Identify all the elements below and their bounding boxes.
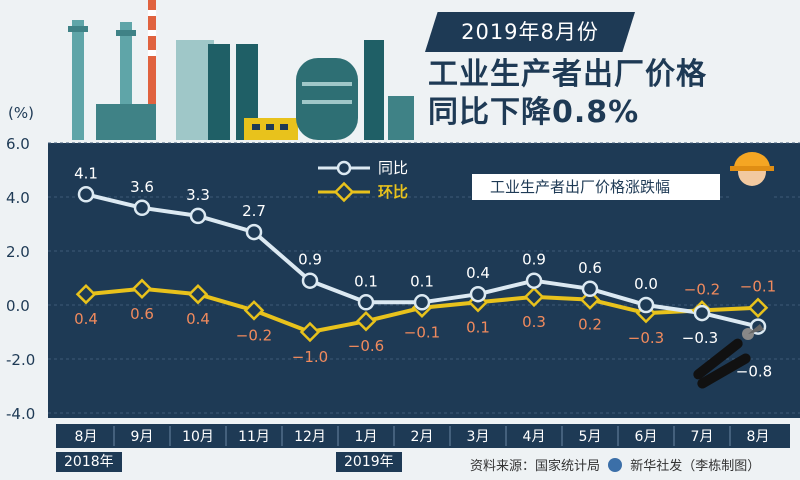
- data-label-mom: 0.4: [74, 310, 98, 328]
- data-label-mom: −1.0: [292, 348, 328, 366]
- legend-label-yoy: 同比: [378, 159, 408, 177]
- legend-marker-yoy: [336, 160, 352, 176]
- y-tick-label: 6.0: [6, 135, 30, 153]
- x-tick-label: 4月: [523, 429, 546, 445]
- x-tick-label: 9月: [131, 429, 154, 445]
- source-text: 资料来源：国家统计局: [470, 459, 601, 474]
- data-label-mom: −0.2: [684, 280, 720, 298]
- data-label-yoy: 4.1: [74, 164, 98, 182]
- data-point-yoy: [133, 199, 151, 217]
- y-axis-unit: (%): [8, 104, 34, 122]
- series-group: 0.4 0.6 0.4 −0.2 −1.0 −0.6 −0.1 0.1 0.3 0.2 −0.3 −0…: [74, 164, 776, 380]
- data-label-yoy: −0.3: [682, 329, 718, 347]
- x-tick-label: 8月: [75, 429, 98, 445]
- data-point-yoy: [357, 294, 375, 311]
- data-point-mom: [299, 321, 321, 343]
- x-axis: 8月 9月 10月 11月 12月 1月 2月 3月 4月 5月 6月 7月 8月: [75, 426, 770, 446]
- data-point-yoy: [301, 272, 319, 289]
- data-label-mom: −0.2: [236, 326, 272, 344]
- legend-label-mom: 环比: [378, 183, 408, 201]
- data-point-mom: [747, 297, 769, 318]
- y-tick-label: 2.0: [6, 243, 30, 261]
- data-point-yoy: [581, 280, 599, 298]
- x-tick-label: 7月: [691, 429, 714, 445]
- data-label-yoy: 3.6: [130, 178, 154, 196]
- data-label-mom: −0.1: [740, 278, 776, 296]
- data-label-yoy: 0.0: [634, 275, 658, 293]
- data-label-yoy: 3.3: [186, 186, 210, 204]
- y-tick-label: 4.0: [6, 189, 30, 207]
- data-point-yoy: [413, 294, 431, 311]
- data-point-mom: [355, 310, 377, 332]
- source-line: 资料来源：国家统计局 新华社发（李栋制图）: [470, 455, 760, 474]
- pliers-illustration: [693, 324, 764, 389]
- data-point-mom: [131, 278, 153, 300]
- data-point-yoy: [469, 285, 487, 303]
- data-label-yoy: 0.4: [466, 264, 490, 282]
- x-axis-strip: [56, 424, 790, 448]
- data-point-yoy: [693, 304, 711, 322]
- data-label-mom: 0.4: [186, 310, 210, 328]
- header-title-line2: 同比下降0.8%: [428, 95, 640, 130]
- chart-title: 工业生产者出厂价格涨跌幅: [490, 178, 670, 196]
- credit-text: 新华社发（李栋制图）: [630, 459, 761, 474]
- x-tick-label: 12月: [294, 429, 326, 445]
- data-point-mom: [243, 300, 265, 321]
- header-date-badge: 2019年8月份: [425, 12, 635, 52]
- header-title-line1: 工业生产者出厂价格: [428, 57, 707, 92]
- legend: 同比 环比: [318, 159, 408, 203]
- year-label-2019: 2019年: [336, 452, 402, 472]
- data-label-yoy: 0.9: [522, 251, 546, 269]
- y-tick-label: -4.0: [6, 405, 35, 423]
- x-tick-label: 5月: [579, 429, 602, 445]
- data-point-yoy: [637, 296, 655, 314]
- data-label-yoy: 0.1: [410, 272, 434, 290]
- data-label-yoy: 0.9: [298, 251, 322, 269]
- header-title: 工业生产者出厂价格 同比下降0.8%: [428, 56, 788, 132]
- data-label-yoy: 0.6: [578, 259, 602, 277]
- legend-marker-mom: [333, 181, 355, 203]
- data-point-yoy: [245, 223, 263, 241]
- y-tick-label: -2.0: [6, 351, 35, 369]
- data-label-mom: 0.3: [522, 313, 546, 331]
- data-label-yoy: 0.1: [354, 272, 378, 290]
- x-tick-label: 6月: [635, 429, 658, 445]
- x-tick-label: 11月: [238, 429, 270, 445]
- x-tick-label: 10月: [182, 429, 214, 445]
- data-label-yoy: −0.8: [736, 363, 772, 381]
- data-label-mom: 0.2: [578, 316, 602, 334]
- data-label-mom: −0.6: [348, 337, 384, 355]
- data-label-mom: −0.1: [404, 324, 440, 342]
- data-label-mom: −0.3: [628, 329, 664, 347]
- data-label-mom: 0.1: [466, 318, 490, 336]
- x-tick-label: 2月: [411, 429, 434, 445]
- chart-title-box: 工业生产者出厂价格涨跌幅: [472, 174, 720, 200]
- x-tick-label: 3月: [467, 429, 490, 445]
- data-point-mom: [187, 283, 209, 305]
- data-point-mom: [523, 286, 545, 308]
- x-tick-label: 8月: [747, 429, 770, 445]
- data-point-mom: [75, 283, 97, 305]
- data-label-yoy: 2.7: [242, 202, 266, 220]
- data-point-yoy: [77, 186, 95, 203]
- factory-illustration: [68, 0, 414, 140]
- data-point-yoy: [525, 272, 543, 289]
- data-point-yoy: [189, 207, 207, 225]
- y-tick-label: 0.0: [6, 297, 30, 315]
- data-label-mom: 0.6: [130, 305, 154, 323]
- x-tick-label: 1月: [355, 429, 378, 445]
- xinhua-logo-icon: [608, 458, 623, 472]
- worker-helmet-icon: [726, 152, 778, 200]
- year-label-2018: 2018年: [56, 452, 122, 472]
